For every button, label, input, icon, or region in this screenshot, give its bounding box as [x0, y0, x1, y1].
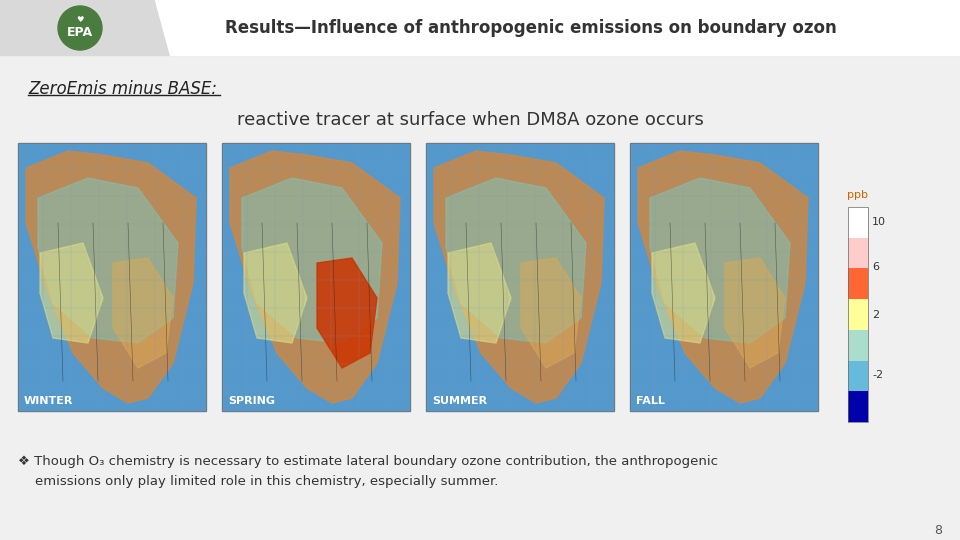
Text: -2: -2	[872, 370, 883, 380]
Bar	[848, 207, 868, 422]
Bar	[426, 143, 614, 411]
Text: EPA: EPA	[67, 25, 93, 38]
Bar	[848, 361, 868, 392]
Bar	[222, 143, 410, 411]
Bar	[426, 143, 614, 411]
Text: emissions only play limited role in this chemistry, especially summer.: emissions only play limited role in this…	[18, 476, 498, 489]
Bar	[848, 268, 868, 299]
Text: ppb: ppb	[848, 190, 869, 200]
Polygon shape	[448, 243, 511, 343]
Polygon shape	[244, 243, 307, 343]
Polygon shape	[317, 258, 377, 368]
Polygon shape	[725, 258, 785, 368]
Bar	[848, 299, 868, 330]
Bar	[0, 0, 960, 55]
Text: reactive tracer at surface when DM8A ozone occurs: reactive tracer at surface when DM8A ozo…	[236, 111, 704, 129]
Bar	[18, 143, 206, 411]
Polygon shape	[650, 178, 790, 343]
Bar	[222, 143, 410, 411]
Polygon shape	[652, 243, 715, 343]
Polygon shape	[638, 151, 808, 403]
Text: 6: 6	[872, 262, 879, 272]
Bar	[848, 392, 868, 422]
Polygon shape	[434, 151, 604, 403]
Bar	[630, 143, 818, 411]
Polygon shape	[242, 178, 382, 343]
Polygon shape	[38, 178, 178, 343]
Text: 2: 2	[872, 309, 879, 320]
Text: ♥: ♥	[76, 16, 84, 24]
Polygon shape	[26, 151, 196, 403]
Bar	[18, 143, 206, 411]
Text: ❖ Though O₃ chemistry is necessary to estimate lateral boundary ozone contributi: ❖ Though O₃ chemistry is necessary to es…	[18, 456, 718, 469]
Polygon shape	[155, 0, 210, 55]
Text: ZeroEmis minus BASE:: ZeroEmis minus BASE:	[28, 80, 217, 98]
Bar	[848, 207, 868, 238]
Text: SPRING: SPRING	[228, 396, 275, 406]
Text: 8: 8	[934, 523, 942, 537]
Bar	[210, 0, 960, 55]
Text: 10: 10	[872, 217, 886, 227]
Text: Results—Influence of anthropogenic emissions on boundary ozon: Results—Influence of anthropogenic emiss…	[225, 19, 837, 37]
Polygon shape	[113, 258, 173, 368]
Polygon shape	[521, 258, 581, 368]
Text: SUMMER: SUMMER	[432, 396, 487, 406]
Polygon shape	[40, 243, 103, 343]
Circle shape	[58, 6, 102, 50]
Text: FALL: FALL	[636, 396, 665, 406]
Bar	[848, 238, 868, 268]
Text: WINTER: WINTER	[24, 396, 73, 406]
Bar	[848, 330, 868, 361]
Polygon shape	[446, 178, 586, 343]
Bar	[630, 143, 818, 411]
Polygon shape	[230, 151, 400, 403]
